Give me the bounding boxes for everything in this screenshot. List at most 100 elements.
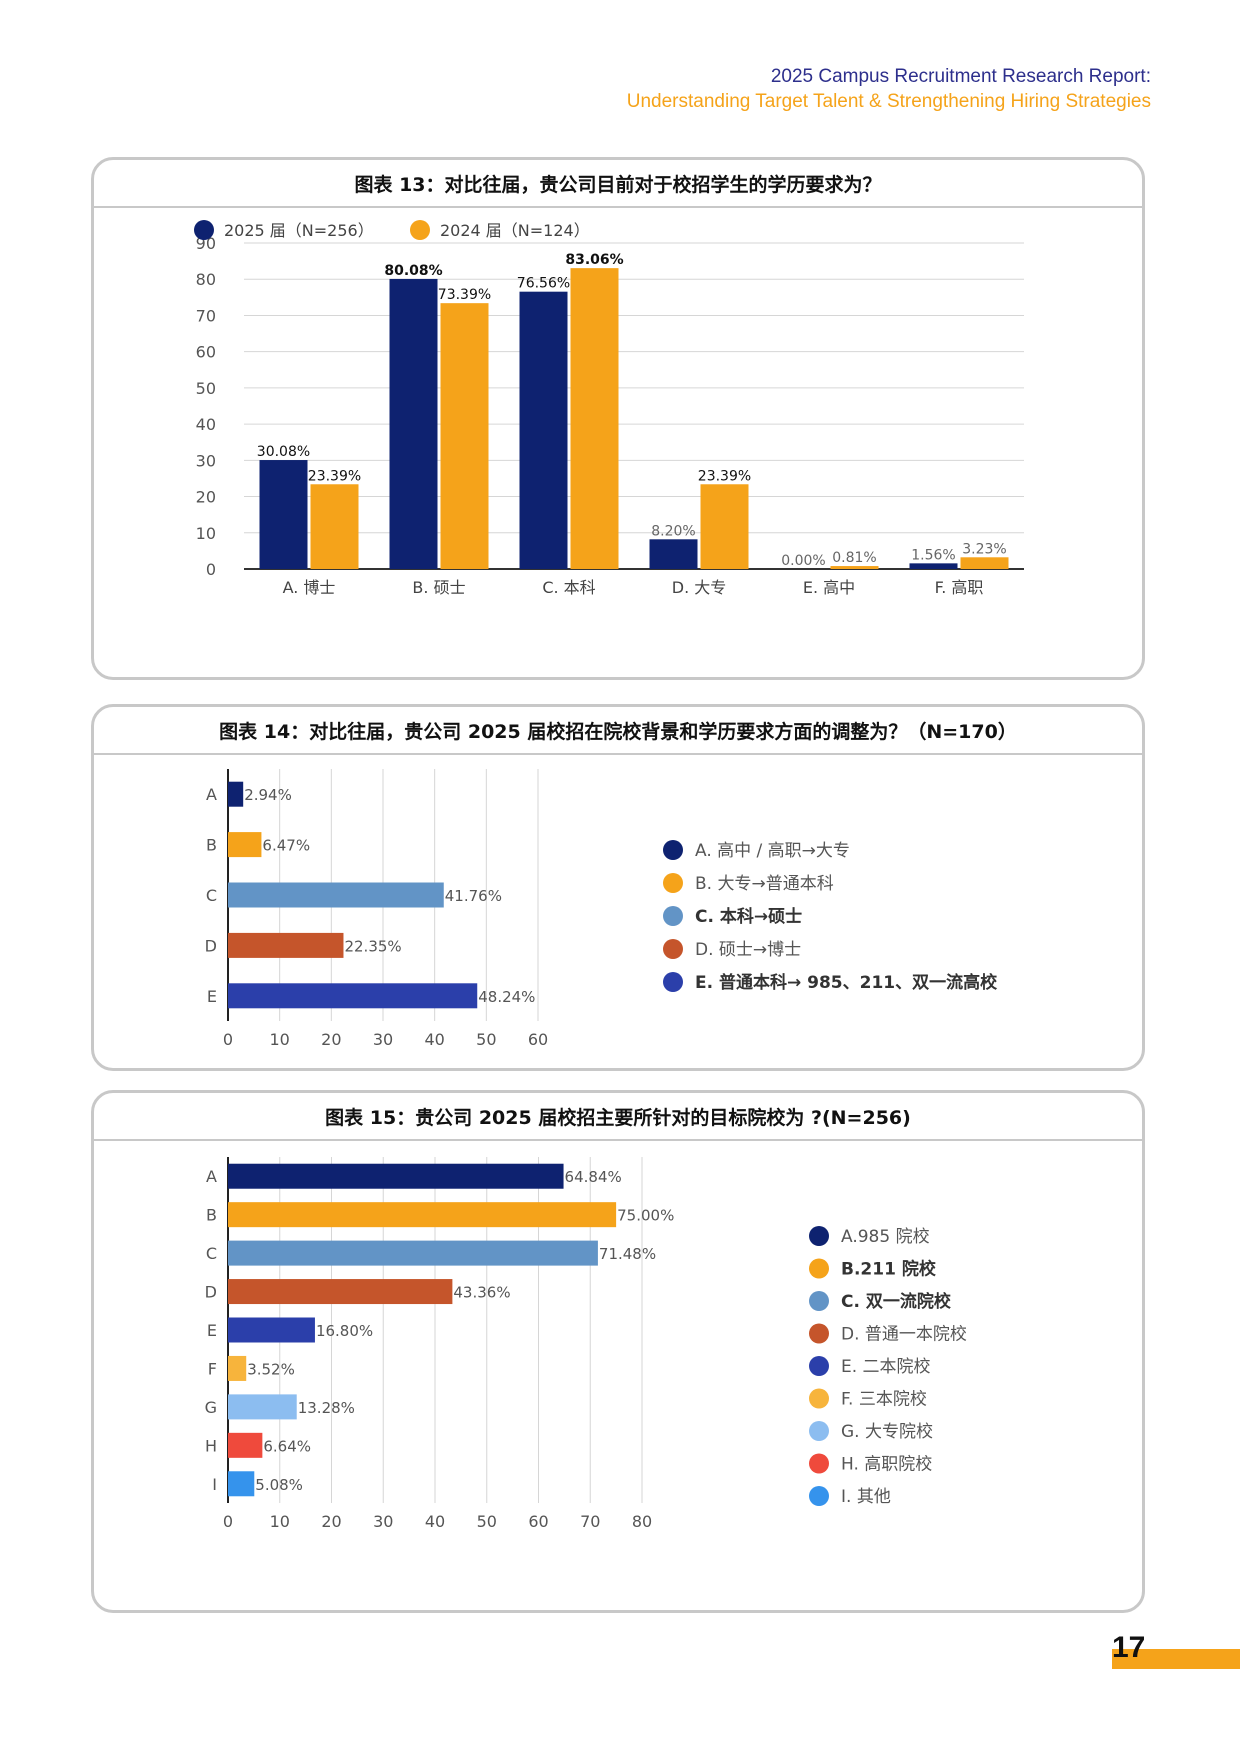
chart13-x-tick-label: F. 高职	[935, 578, 984, 597]
chart15-legend-swatch	[809, 1486, 829, 1506]
chart15-x-tick-label: 60	[528, 1512, 548, 1531]
chart14-legend-swatch	[663, 840, 683, 860]
chart13-y-tick-label: 50	[196, 379, 216, 398]
chart14-legend-label: D. 硕士→博士	[695, 940, 801, 960]
chart14-legend-swatch	[663, 873, 683, 893]
chart13-data-label: 23.39%	[308, 468, 361, 484]
chart13-bar-2024	[700, 484, 749, 569]
chart14-legend-label: A. 高中 / 高职→大专	[695, 841, 850, 861]
chart14-y-tick-label: B	[206, 836, 217, 855]
chart13-data-label: 73.39%	[438, 287, 491, 303]
chart14-x-tick-label: 0	[223, 1030, 233, 1049]
chart15-bar	[228, 1202, 617, 1228]
chart13-title: 图表 13：对比往届，贵公司目前对于校招学生的学历要求为？	[94, 160, 1142, 208]
chart14-panel: 图表 14：对比往届，贵公司 2025 届校招在院校背景和学历要求方面的调整为？…	[91, 704, 1145, 1071]
chart15-x-tick-label: 50	[477, 1512, 497, 1531]
chart15-x-tick-label: 40	[425, 1512, 445, 1531]
chart14-x-tick-label: 50	[476, 1030, 496, 1049]
chart13-x-tick-label: E. 高中	[803, 578, 855, 597]
chart15-title: 图表 15：贵公司 2025 届校招主要所针对的目标院校为 ?(N=256)	[94, 1093, 1142, 1141]
chart14-title: 图表 14：对比往届，贵公司 2025 届校招在院校背景和学历要求方面的调整为？…	[94, 707, 1142, 755]
chart15-legend-label: A.985 院校	[841, 1227, 930, 1247]
chart15-svg: 0 10 20 30 40 50 60 70 80 64.84% A 75.00% B 71.48% C 43…	[205, 1157, 967, 1531]
chart15-legend-swatch	[809, 1421, 829, 1441]
chart14-y-tick-label: E	[207, 987, 217, 1006]
chart13-panel: 图表 13：对比往届，贵公司目前对于校招学生的学历要求为？ 0 10 20 30 40 5…	[91, 157, 1145, 680]
chart14-y-tick-label: D	[205, 936, 217, 955]
chart15-y-tick-label: G	[205, 1398, 217, 1417]
chart15-data-label: 6.64%	[263, 1437, 311, 1455]
chart15-y-tick-label: H	[205, 1436, 217, 1455]
chart13-data-label: 80.08%	[384, 263, 442, 279]
chart14-x-tick-label: 20	[321, 1030, 341, 1049]
chart15-legend-label: B.211 院校	[841, 1259, 937, 1280]
chart13-y-tick-label: 10	[196, 524, 216, 543]
chart14-data-label: 2.94%	[244, 786, 292, 804]
chart13-bar-2024	[570, 268, 619, 569]
chart14-bar	[228, 932, 344, 958]
chart13-data-label: 0.00%	[781, 553, 825, 569]
chart15-bar	[228, 1394, 297, 1420]
chart15-legend-label: I. 其他	[841, 1487, 891, 1507]
chart13-y-tick-label: 20	[196, 488, 216, 507]
chart13-y-tick-label: 30	[196, 451, 216, 470]
chart13-bar-2024	[440, 303, 489, 569]
chart13-y-tick-label: 80	[196, 270, 216, 289]
chart15-bar	[228, 1355, 247, 1381]
chart15-legend-swatch	[809, 1388, 829, 1409]
chart13-legend-label: 2024 届（N=124）	[440, 221, 590, 240]
chart15-legend-swatch	[809, 1323, 829, 1344]
chart14-y-tick-label: C	[206, 886, 217, 905]
chart14-x-tick-label: 30	[373, 1030, 393, 1049]
chart15-data-label: 5.08%	[255, 1476, 303, 1494]
chart14-x-tick-label: 40	[424, 1030, 444, 1049]
report-title-line1: 2025 Campus Recruitment Research Report:	[770, 66, 1151, 87]
chart13-bar-2024	[830, 566, 879, 569]
chart13-data-label: 3.23%	[962, 541, 1006, 557]
chart15-legend-label: D. 普通一本院校	[841, 1325, 967, 1345]
chart15-y-tick-label: A	[206, 1167, 217, 1186]
chart15-y-tick-label: D	[205, 1283, 217, 1302]
chart13-y-tick-label: 0	[206, 560, 216, 579]
chart13-x-tick-label: A. 博士	[283, 578, 336, 597]
chart13-bar-2025	[649, 539, 698, 569]
chart15-x-tick-label: 10	[270, 1512, 290, 1531]
chart14-bar	[228, 882, 444, 908]
chart13-data-label: 83.06%	[565, 252, 623, 268]
chart15-panel: 图表 15：贵公司 2025 届校招主要所针对的目标院校为 ?(N=256) 0…	[91, 1090, 1145, 1613]
chart15-data-label: 43.36%	[453, 1284, 510, 1302]
chart13-bar-2025	[259, 460, 308, 569]
chart15-data-label: 64.84%	[565, 1168, 622, 1186]
chart14-legend-label: E. 普通本科→ 985、211、双一流高校	[695, 972, 998, 993]
chart13-legend-swatch	[194, 220, 214, 240]
chart15-y-tick-label: C	[206, 1244, 217, 1263]
chart15-data-label: 75.00%	[617, 1207, 674, 1225]
chart15-x-tick-label: 70	[580, 1512, 600, 1531]
chart13-x-tick-label: B. 硕士	[412, 578, 465, 597]
chart15-legend-label: E. 二本院校	[841, 1357, 931, 1377]
chart13-y-tick-label: 40	[196, 415, 216, 434]
chart15-legend-swatch	[809, 1226, 829, 1246]
chart14-y-tick-label: A	[206, 785, 217, 804]
chart14-bar	[228, 832, 262, 858]
chart14-data-label: 6.47%	[262, 837, 310, 855]
chart13-bar-2024	[960, 557, 1009, 569]
chart13-legend-swatch	[410, 220, 430, 240]
chart15-data-label: 3.52%	[247, 1360, 295, 1378]
chart13-y-tick-label: 70	[196, 306, 216, 325]
report-title-line2: Understanding Target Talent & Strengthen…	[626, 91, 1151, 112]
chart14-data-label: 41.76%	[445, 887, 502, 905]
chart15-y-tick-label: B	[206, 1206, 217, 1225]
chart15-data-label: 13.28%	[298, 1399, 355, 1417]
chart15-legend-label: F. 三本院校	[841, 1390, 927, 1410]
chart13-legend-label: 2025 届（N=256）	[224, 221, 374, 240]
chart14-data-label: 22.35%	[344, 937, 401, 955]
chart14-legend-swatch	[663, 972, 683, 992]
chart13-data-label: 76.56%	[517, 276, 570, 292]
chart13-data-label: 8.20%	[651, 523, 695, 539]
chart13-bar-2025	[389, 278, 438, 569]
chart15-bar	[228, 1163, 564, 1189]
chart14-legend-label: C. 本科→硕士	[695, 906, 802, 927]
chart15-legend-label: G. 大专院校	[841, 1422, 933, 1442]
report-header: 2025 Campus Recruitment Research Report:…	[627, 64, 1151, 114]
